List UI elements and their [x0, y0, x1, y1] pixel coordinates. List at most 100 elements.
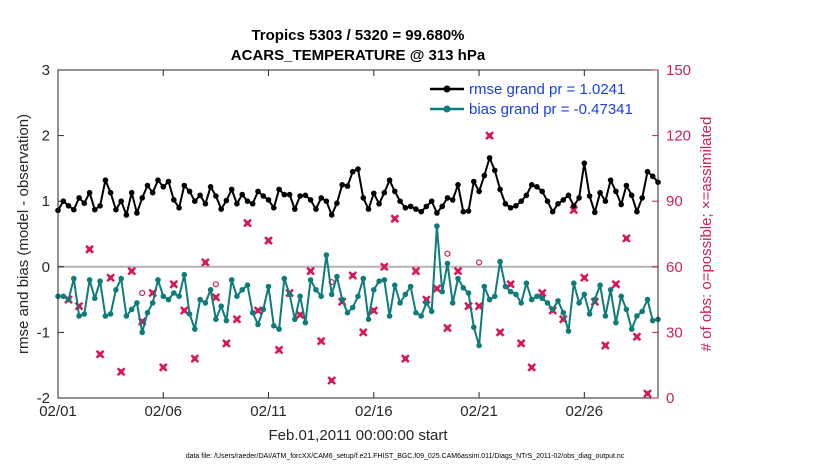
rmse-point	[634, 208, 640, 215]
rmse-point	[260, 193, 267, 199]
bias-point	[649, 317, 656, 324]
rmse-point	[92, 206, 98, 213]
bias-point	[392, 282, 398, 289]
bias-point	[465, 290, 472, 296]
rmse-point	[597, 189, 603, 196]
bias-point	[528, 296, 535, 303]
rmse-point	[128, 189, 135, 196]
obs-assimilated-marker	[200, 258, 210, 267]
obs-assimilated-marker	[316, 336, 326, 346]
bias-point	[576, 300, 582, 306]
rmse-point	[349, 168, 356, 175]
bias-point	[292, 316, 298, 323]
obs-assimilated-marker	[232, 314, 242, 324]
rmse-point	[613, 188, 619, 195]
bias-point	[228, 277, 235, 283]
bias-point	[86, 277, 93, 283]
rmse-point	[571, 203, 577, 209]
bias-point	[597, 282, 603, 289]
bias-point	[355, 293, 361, 300]
bias-point	[113, 287, 119, 293]
rmse-point	[518, 198, 524, 204]
obs-assimilated-marker	[306, 266, 316, 276]
bias-point	[134, 300, 140, 306]
obs-assimilated-marker	[274, 345, 284, 355]
bias-point	[534, 293, 540, 300]
rmse-point	[81, 200, 88, 206]
rmse-point	[492, 167, 498, 174]
bias-point	[549, 306, 556, 313]
bias-point	[255, 321, 261, 328]
rmse-point	[155, 177, 161, 183]
rmse-point	[428, 198, 435, 204]
obs-assimilated-marker	[432, 284, 442, 294]
x-tick-label: 02/21	[460, 403, 498, 420]
obs-assimilated-marker	[348, 271, 358, 280]
rmse-point	[318, 195, 325, 201]
legend-bias-marker	[443, 105, 451, 113]
rmse-point	[186, 188, 193, 195]
rmse-point	[476, 188, 482, 195]
rmse-point	[444, 195, 451, 201]
bias-point	[423, 300, 430, 306]
rmse-point	[197, 192, 203, 199]
bias-point	[434, 223, 440, 229]
y-tick-label: 3	[42, 62, 50, 79]
y-tick-label: 0	[42, 259, 50, 276]
bias-point	[60, 293, 67, 300]
bias-point	[444, 260, 451, 267]
bias-point	[92, 295, 98, 302]
bias-point	[102, 313, 109, 319]
rmse-point	[344, 183, 351, 189]
bias-point	[334, 273, 340, 280]
bias-point	[492, 293, 498, 300]
obs-assimilated-marker	[569, 205, 579, 215]
y-right-tick-label: 60	[666, 259, 683, 276]
bias-point	[344, 309, 351, 316]
rmse-point	[149, 189, 156, 196]
rmse-point	[171, 197, 177, 203]
obs-assimilated-marker	[506, 279, 516, 289]
bias-point	[239, 287, 245, 293]
obs-assimilated-marker	[390, 214, 400, 224]
bias-point	[460, 285, 467, 291]
rmse-point	[302, 192, 309, 199]
bias-point	[276, 326, 282, 332]
x-tick-label: 02/16	[355, 403, 393, 420]
bias-point	[439, 288, 446, 295]
bias-point	[171, 290, 177, 296]
bias-point	[207, 287, 214, 293]
rmse-point	[234, 201, 240, 207]
legend-rmse-label: rmse grand pr = 1.0241	[469, 81, 625, 98]
obs-assimilated-marker	[179, 306, 189, 315]
rmse-point	[628, 192, 635, 199]
rmse-point	[144, 182, 151, 189]
obs-assimilated-marker	[411, 266, 421, 276]
rmse-point	[513, 203, 519, 209]
rmse-point	[539, 188, 545, 195]
rmse-point	[223, 197, 230, 204]
rmse-point	[565, 192, 572, 199]
bias-point	[71, 275, 77, 282]
bias-point	[271, 323, 277, 329]
obs-assimilated-marker	[106, 273, 116, 283]
x-tick-label: 02/26	[566, 403, 604, 420]
obs-assimilated-marker	[579, 273, 589, 283]
bias-point	[565, 328, 572, 334]
obs-assimilated-marker	[611, 279, 621, 289]
rmse-point	[228, 186, 235, 193]
rmse-point	[181, 182, 188, 189]
bias-point	[186, 311, 193, 317]
rmse-point	[213, 193, 219, 199]
bias-point	[386, 313, 393, 319]
plot-area: 02/01 02/06 02/11 02/16 02/21 02/26-2-1012303…	[37, 62, 691, 420]
rmse-point	[423, 203, 430, 210]
rmse-point	[381, 189, 388, 196]
rmse-point	[239, 191, 245, 198]
obs-assimilated-marker	[379, 262, 389, 272]
obs-assimilated-marker	[85, 244, 94, 254]
obs-assimilated-marker	[527, 363, 537, 372]
bias-point	[107, 311, 114, 317]
bias-point	[65, 296, 72, 303]
